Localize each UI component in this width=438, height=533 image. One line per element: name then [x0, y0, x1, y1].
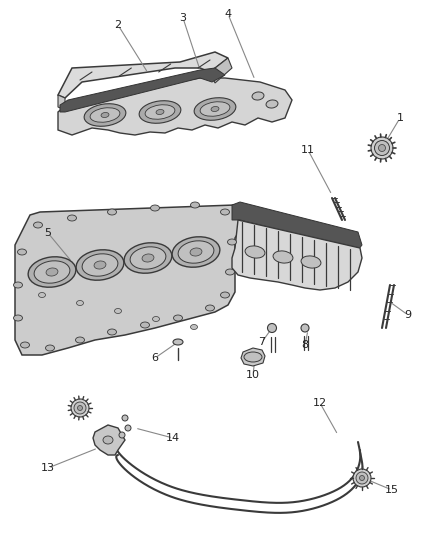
Ellipse shape	[33, 222, 42, 228]
Ellipse shape	[46, 268, 58, 276]
Text: 6: 6	[152, 353, 159, 363]
Polygon shape	[58, 78, 292, 135]
Ellipse shape	[14, 315, 22, 321]
Text: 13: 13	[41, 463, 55, 473]
Ellipse shape	[194, 98, 236, 120]
Ellipse shape	[122, 415, 128, 421]
Ellipse shape	[191, 325, 198, 329]
Ellipse shape	[226, 269, 234, 275]
Ellipse shape	[107, 209, 117, 215]
Ellipse shape	[152, 317, 159, 321]
Ellipse shape	[34, 261, 70, 283]
Ellipse shape	[77, 301, 84, 305]
Text: 15: 15	[385, 485, 399, 495]
Ellipse shape	[360, 475, 364, 481]
Ellipse shape	[94, 261, 106, 269]
Text: 5: 5	[45, 228, 52, 238]
Ellipse shape	[200, 102, 230, 116]
Ellipse shape	[211, 107, 219, 111]
Ellipse shape	[245, 246, 265, 258]
Ellipse shape	[141, 322, 149, 328]
Ellipse shape	[301, 324, 309, 332]
Ellipse shape	[90, 108, 120, 122]
Ellipse shape	[46, 345, 54, 351]
Ellipse shape	[119, 432, 125, 438]
Ellipse shape	[114, 309, 121, 313]
Text: 2: 2	[114, 20, 122, 30]
Ellipse shape	[82, 254, 118, 276]
Ellipse shape	[273, 251, 293, 263]
Ellipse shape	[71, 399, 89, 417]
Text: 14: 14	[166, 433, 180, 443]
Ellipse shape	[378, 144, 385, 151]
Ellipse shape	[28, 257, 76, 287]
Ellipse shape	[190, 248, 202, 256]
Ellipse shape	[74, 402, 86, 414]
Ellipse shape	[220, 292, 230, 298]
Polygon shape	[210, 58, 232, 83]
Ellipse shape	[268, 324, 276, 333]
Ellipse shape	[107, 329, 117, 335]
Ellipse shape	[67, 215, 77, 221]
Ellipse shape	[142, 254, 154, 262]
Ellipse shape	[14, 282, 22, 288]
Ellipse shape	[156, 109, 164, 115]
Text: 10: 10	[246, 370, 260, 380]
Polygon shape	[58, 52, 228, 98]
Ellipse shape	[76, 250, 124, 280]
Ellipse shape	[151, 205, 159, 211]
Ellipse shape	[75, 337, 85, 343]
Ellipse shape	[101, 112, 109, 118]
Polygon shape	[60, 68, 225, 112]
Ellipse shape	[266, 100, 278, 108]
Text: 7: 7	[258, 337, 265, 347]
Ellipse shape	[173, 315, 183, 321]
Ellipse shape	[125, 425, 131, 431]
Polygon shape	[232, 202, 362, 250]
Text: 1: 1	[396, 113, 403, 123]
Ellipse shape	[371, 137, 393, 159]
Text: 8: 8	[301, 340, 308, 350]
Text: 3: 3	[180, 13, 187, 23]
Text: 12: 12	[313, 398, 327, 408]
Text: 11: 11	[301, 145, 315, 155]
Ellipse shape	[124, 243, 172, 273]
Ellipse shape	[356, 472, 368, 484]
Ellipse shape	[191, 202, 199, 208]
Ellipse shape	[145, 105, 175, 119]
Ellipse shape	[244, 352, 262, 362]
Ellipse shape	[21, 342, 29, 348]
Ellipse shape	[103, 436, 113, 444]
Ellipse shape	[130, 247, 166, 269]
Ellipse shape	[173, 339, 183, 345]
Ellipse shape	[172, 237, 220, 267]
Ellipse shape	[78, 406, 82, 410]
Ellipse shape	[374, 141, 389, 156]
Ellipse shape	[353, 469, 371, 487]
Ellipse shape	[139, 101, 181, 123]
Ellipse shape	[39, 293, 46, 297]
Polygon shape	[232, 220, 362, 290]
Ellipse shape	[301, 256, 321, 268]
Polygon shape	[241, 348, 265, 366]
Polygon shape	[93, 425, 125, 455]
Ellipse shape	[252, 92, 264, 100]
Ellipse shape	[205, 305, 215, 311]
Ellipse shape	[227, 239, 237, 245]
Text: 4: 4	[224, 9, 232, 19]
Text: 9: 9	[404, 310, 412, 320]
Polygon shape	[15, 205, 240, 355]
Ellipse shape	[178, 241, 214, 263]
Ellipse shape	[220, 209, 230, 215]
Ellipse shape	[84, 104, 126, 126]
Ellipse shape	[18, 249, 27, 255]
Polygon shape	[58, 95, 65, 110]
